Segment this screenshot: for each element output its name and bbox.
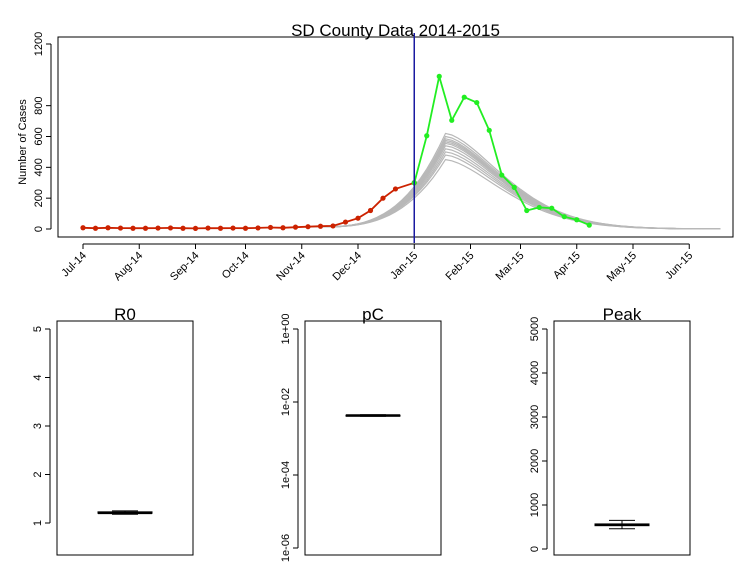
y-tick-label: 1200 xyxy=(33,32,45,56)
time-series-y-axis: 0 200 400 600 800 1200 xyxy=(33,32,52,232)
observed_later-point xyxy=(424,133,430,139)
observed_later-point xyxy=(524,207,530,214)
x-tick-label: May-15 xyxy=(605,250,639,284)
observed_fit-point xyxy=(392,186,399,192)
y-tick-label: 0 xyxy=(33,226,45,232)
observed_fit-point xyxy=(117,225,124,231)
observed_later-point xyxy=(461,94,467,100)
r0-plot-frame xyxy=(56,320,194,556)
x-tick-label: Apr-15 xyxy=(551,250,583,282)
observed_fit-point xyxy=(80,225,86,231)
y-tick-label: 5 xyxy=(32,326,44,332)
y-tick-label: 1 xyxy=(32,520,44,526)
observed_fit-point xyxy=(217,225,224,231)
observed_later-point xyxy=(586,222,592,228)
observed-series xyxy=(80,73,592,231)
y-tick-label: 1000 xyxy=(529,493,541,517)
observed_later-point xyxy=(536,204,542,211)
x-tick-label: Nov-14 xyxy=(274,250,308,284)
time-series-y-label: Number of Cases xyxy=(17,99,29,185)
observed_fit-point xyxy=(105,225,111,231)
x-tick-label: Sep-14 xyxy=(168,250,202,284)
pc-title: pC xyxy=(362,305,384,324)
time-series-plot-frame xyxy=(57,36,734,238)
y-tick-label: 2 xyxy=(32,471,44,477)
r0-title: R0 xyxy=(114,305,136,324)
observed_later-point xyxy=(511,184,517,190)
observed_fit-point xyxy=(205,225,211,231)
pc-plot-frame xyxy=(304,320,442,556)
x-tick-label: Jun-15 xyxy=(663,250,695,282)
time-series-x-axis: Jul-14 Aug-14 Sep-14 Oct-14 Nov-14 Dec-14 Jan-… xyxy=(59,243,695,284)
observed_fit-point xyxy=(305,224,311,230)
observed_fit-point xyxy=(192,225,199,231)
observed_fit-point xyxy=(255,225,261,231)
observed_fit-point xyxy=(317,223,324,229)
observed_later-point xyxy=(449,117,455,123)
observed_fit-point xyxy=(230,225,236,231)
observed_fit-point xyxy=(380,195,386,201)
y-tick-label: 1e-06 xyxy=(280,534,292,562)
observed_fit-point xyxy=(292,224,299,230)
x-tick-label: Feb-15 xyxy=(443,250,476,283)
observed_fit-point xyxy=(280,225,286,231)
y-tick-label: 0 xyxy=(529,546,541,552)
peak-title: Peak xyxy=(603,305,642,324)
observed_fit-point xyxy=(180,225,186,231)
observed_later-point xyxy=(561,214,567,220)
x-tick-label: Jul-14 xyxy=(59,250,89,280)
r0-boxplot: R0 1 2 3 4 5 xyxy=(32,305,194,556)
y-tick-label: 4 xyxy=(32,374,44,380)
y-tick-label: 4000 xyxy=(529,361,541,385)
observed_fit-point xyxy=(92,225,99,231)
peak-plot-frame xyxy=(553,320,691,556)
observed_fit-point xyxy=(330,223,336,229)
observed_fit-point xyxy=(142,225,149,231)
y-tick-label: 200 xyxy=(33,189,45,207)
x-tick-label: Oct-14 xyxy=(220,250,252,282)
observed_later-point xyxy=(486,127,492,133)
x-tick-label: Dec-14 xyxy=(331,250,365,284)
time-series-title: SD County Data 2014-2015 xyxy=(291,21,500,40)
observed_later-point xyxy=(549,205,555,211)
peak-boxplot: Peak 0 1000 2000 3000 4000 5000 xyxy=(529,305,691,556)
pc-boxplot: pC 1e-06 1e-04 1e-02 1e+00 xyxy=(280,305,442,562)
simulation-curves xyxy=(307,132,721,230)
observed_fit-point xyxy=(167,225,174,231)
y-tick-label: 800 xyxy=(33,96,45,114)
y-tick-label: 1e-04 xyxy=(280,461,292,489)
y-tick-label: 600 xyxy=(33,127,45,145)
y-tick-label: 3000 xyxy=(529,405,541,429)
y-tick-label: 3 xyxy=(32,423,44,429)
simulation-curve xyxy=(307,135,721,230)
observed_fit-point xyxy=(155,225,161,231)
time-series-chart: 0 200 400 600 800 1200 Jul-14 Aug-14 Sep-14 Oct-… xyxy=(17,21,734,284)
observed_fit-point xyxy=(342,219,349,225)
observed_fit-point xyxy=(130,225,136,231)
x-tick-label: Mar-15 xyxy=(493,250,526,283)
observed_later-point xyxy=(474,99,480,106)
x-tick-label: Aug-14 xyxy=(112,250,146,284)
observed_later-point xyxy=(436,73,442,79)
observed_fit-point xyxy=(267,224,274,231)
y-tick-label: 2000 xyxy=(529,449,541,473)
y-tick-label: 1e-02 xyxy=(280,388,292,416)
observed_later-point xyxy=(499,172,505,178)
observed_fit-point xyxy=(367,207,374,214)
y-tick-label: 5000 xyxy=(529,317,541,341)
y-tick-label: 1e+00 xyxy=(280,314,292,345)
observed_fit-point xyxy=(242,225,249,231)
y-tick-label: 400 xyxy=(33,158,45,176)
simulation-curve xyxy=(307,132,721,230)
observed_later-point xyxy=(574,217,580,223)
x-tick-label: Jan-15 xyxy=(388,250,420,282)
observed_fit-point xyxy=(355,215,361,221)
